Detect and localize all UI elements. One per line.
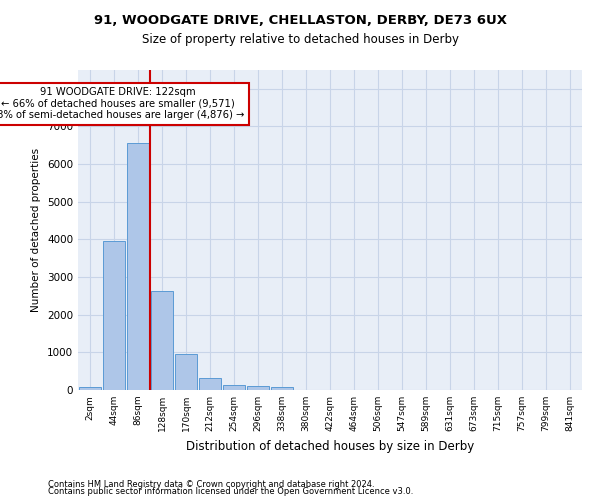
Bar [199,378,221,390]
Bar [175,354,197,390]
Text: Contains public sector information licensed under the Open Government Licence v3: Contains public sector information licen… [48,488,413,496]
Bar [127,143,149,390]
Text: 91, WOODGATE DRIVE, CHELLASTON, DERBY, DE73 6UX: 91, WOODGATE DRIVE, CHELLASTON, DERBY, D… [94,14,506,28]
Text: 91 WOODGATE DRIVE: 122sqm
← 66% of detached houses are smaller (9,571)
33% of se: 91 WOODGATE DRIVE: 122sqm ← 66% of detac… [0,88,244,120]
Bar [79,388,101,390]
Bar [271,386,293,390]
Bar [103,241,125,390]
Y-axis label: Number of detached properties: Number of detached properties [31,148,41,312]
Bar [223,385,245,390]
Text: Size of property relative to detached houses in Derby: Size of property relative to detached ho… [142,34,458,46]
Bar [247,386,269,390]
X-axis label: Distribution of detached houses by size in Derby: Distribution of detached houses by size … [186,440,474,452]
Bar [151,292,173,390]
Text: Contains HM Land Registry data © Crown copyright and database right 2024.: Contains HM Land Registry data © Crown c… [48,480,374,489]
